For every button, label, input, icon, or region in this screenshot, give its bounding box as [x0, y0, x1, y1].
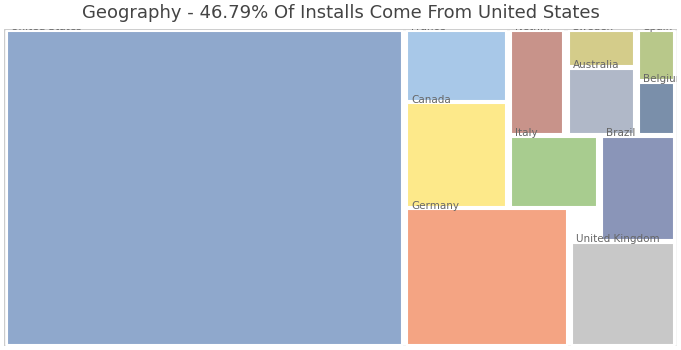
Text: France: France [411, 22, 446, 32]
Bar [407, 30, 506, 101]
Text: Canada: Canada [411, 95, 451, 105]
Bar [7, 30, 402, 344]
Bar [569, 30, 634, 66]
Title: Geography - 46.79% Of Installs Come From United States: Geography - 46.79% Of Installs Come From… [82, 4, 599, 22]
Text: Sweden: Sweden [573, 22, 614, 32]
Bar [639, 30, 674, 80]
Bar [407, 209, 567, 344]
Bar [639, 83, 674, 134]
Text: Germany: Germany [411, 201, 459, 211]
Bar [602, 136, 674, 240]
Text: Neth...: Neth... [516, 22, 550, 32]
Bar [572, 243, 674, 344]
Text: Spain: Spain [643, 22, 672, 32]
Text: Brazil: Brazil [606, 128, 635, 138]
Text: United States: United States [11, 22, 82, 32]
Bar [511, 136, 597, 207]
Text: Belgium: Belgium [643, 74, 681, 84]
Text: Australia: Australia [573, 60, 619, 70]
Bar [511, 30, 563, 134]
Bar [407, 103, 506, 207]
Text: Italy: Italy [516, 128, 538, 138]
Bar [569, 69, 634, 134]
Text: United Kingdom: United Kingdom [576, 234, 660, 244]
